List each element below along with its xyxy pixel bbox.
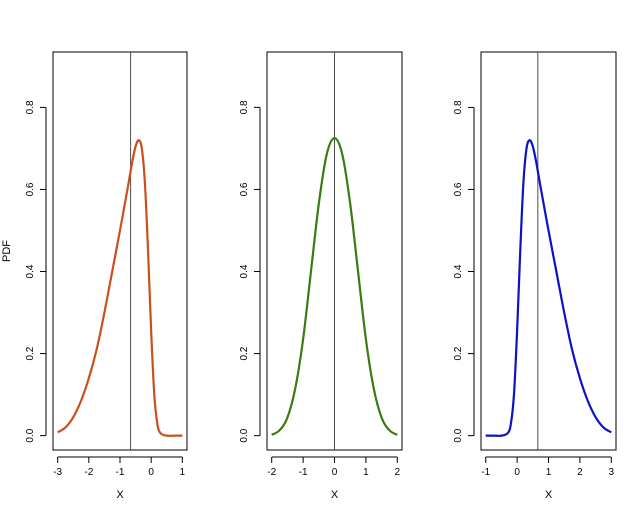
y-tick-label: 0.0: [239, 428, 250, 442]
y-tick-label: 0.6: [25, 182, 36, 196]
density-curve-3: [485, 139, 612, 437]
x-axis-label: X: [116, 489, 124, 501]
x-tick-label: 1: [546, 467, 552, 478]
x-tick-label: -1: [481, 467, 490, 478]
x-tick-label: 3: [609, 467, 615, 478]
y-tick-label: 0.6: [453, 182, 464, 196]
y-tick-label: 0.4: [25, 264, 36, 278]
x-tick-label: -2: [84, 467, 93, 478]
y-tick-label: 0.2: [25, 346, 36, 360]
plot-frame-3: [480, 51, 617, 451]
y-axis-label: PDF: [1, 240, 13, 262]
y-tick-label: 0.8: [453, 100, 464, 114]
y-tick-label: 0.4: [453, 264, 464, 278]
x-tick-label: 1: [363, 467, 369, 478]
x-tick-label: 1: [180, 467, 186, 478]
x-axis-label: X: [331, 489, 339, 501]
x-tick-label: 0: [514, 467, 520, 478]
x-tick-label: -3: [53, 467, 62, 478]
x-tick-label: -1: [299, 467, 308, 478]
y-tick-label: 0.8: [25, 100, 36, 114]
x-tick-label: -2: [267, 467, 276, 478]
y-tick-label: 0.8: [239, 100, 250, 114]
density-curve-1: [57, 139, 183, 437]
density-curve-2: [271, 137, 398, 436]
y-tick-label: 0.0: [25, 428, 36, 442]
y-tick-label: 0.2: [453, 346, 464, 360]
x-tick-label: -1: [116, 467, 125, 478]
x-tick-label: 0: [332, 467, 338, 478]
x-tick-label: 2: [577, 467, 583, 478]
x-tick-label: 2: [395, 467, 401, 478]
plot-frame-1: [52, 51, 188, 451]
x-axis-label: X: [545, 489, 553, 501]
y-tick-label: 0.0: [453, 428, 464, 442]
x-tick-label: 0: [148, 467, 154, 478]
y-tick-label: 0.4: [239, 264, 250, 278]
y-tick-label: 0.2: [239, 346, 250, 360]
y-tick-label: 0.6: [239, 182, 250, 196]
